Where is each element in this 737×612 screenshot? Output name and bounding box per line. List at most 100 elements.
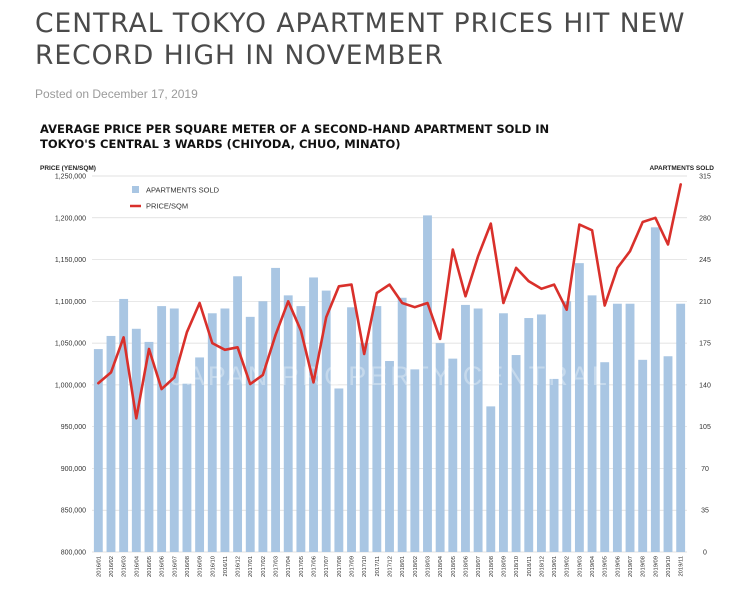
x-tick-label: 2016/10 — [210, 556, 216, 577]
x-tick-label: 2018/07 — [476, 556, 482, 577]
x-tick-label: 2017/01 — [248, 556, 254, 577]
bar — [397, 297, 407, 552]
y2-axis-ticks: 315 280 245 210 175 140 105 70 35 0 — [699, 174, 711, 557]
bar — [321, 290, 331, 552]
y-tick-label: 1,150,000 — [55, 257, 86, 264]
bar — [207, 313, 217, 552]
line-series — [97, 183, 683, 420]
bar — [131, 328, 141, 552]
y-tick-label: 1,250,000 — [55, 174, 86, 181]
x-tick-label: 2017/04 — [286, 555, 292, 577]
x-tick-label: 2019/02 — [565, 556, 571, 577]
x-tick-label: 2019/03 — [577, 556, 583, 577]
x-tick-label: 2018/12 — [539, 556, 545, 577]
x-tick-label: 2017/07 — [324, 556, 330, 577]
y2-tick-label: 35 — [701, 508, 709, 515]
x-tick-label: 2016/01 — [96, 556, 102, 577]
price-line — [97, 183, 683, 420]
y2-tick-label: 315 — [699, 174, 711, 181]
x-tick-label: 2018/09 — [501, 556, 507, 577]
x-tick-label: 2017/06 — [312, 556, 318, 577]
y-tick-label: 850,000 — [61, 508, 86, 515]
x-tick-label: 2017/03 — [274, 556, 280, 577]
bar — [612, 303, 622, 552]
x-tick-label: 2018/06 — [463, 556, 469, 577]
bar — [638, 359, 648, 552]
x-tick-label: 2018/02 — [413, 556, 419, 577]
x-tick-label: 2018/11 — [527, 556, 533, 577]
bar — [461, 304, 470, 552]
x-tick-label: 2017/02 — [261, 556, 267, 577]
y2-axis-title: APARTMENTS SOLD — [649, 165, 714, 172]
x-tick-label: 2016/07 — [172, 556, 178, 577]
x-tick-label: 2018/01 — [400, 556, 406, 577]
x-tick-label: 2019/07 — [628, 556, 634, 577]
bar — [536, 314, 546, 552]
x-tick-label: 2018/04 — [438, 555, 444, 577]
x-tick-label: 2016/04 — [134, 555, 140, 577]
bar — [233, 276, 243, 552]
bar — [562, 301, 572, 552]
bar — [347, 307, 356, 552]
bar — [650, 227, 660, 553]
article-headline: CENTRAL TOKYO APARTMENT PRICES HIT NEW R… — [35, 8, 686, 71]
x-tick-label: 2016/05 — [147, 556, 153, 577]
bar — [663, 356, 673, 552]
bar — [258, 301, 268, 552]
y-tick-label: 800,000 — [61, 550, 86, 557]
x-tick-label: 2018/08 — [489, 556, 495, 577]
bar — [473, 308, 483, 552]
bar — [195, 357, 205, 552]
bar — [106, 335, 116, 552]
bar — [587, 295, 597, 552]
x-tick-label: 2016/03 — [122, 556, 128, 577]
bar — [499, 313, 508, 552]
legend-label-apartments-sold: APARTMENTS SOLD — [146, 186, 220, 195]
y2-tick-label: 245 — [699, 257, 711, 264]
bar — [309, 277, 318, 552]
bar — [423, 215, 432, 552]
x-tick-label: 2019/05 — [603, 556, 609, 577]
bar — [334, 388, 344, 552]
y2-tick-label: 140 — [699, 382, 711, 389]
x-tick-label: 2019/06 — [615, 556, 621, 577]
y-tick-label: 1,200,000 — [55, 215, 86, 222]
bar — [410, 369, 420, 552]
y2-tick-label: 280 — [699, 215, 711, 222]
bar — [549, 378, 559, 552]
x-tick-label: 2017/05 — [299, 556, 305, 577]
y2-tick-label: 105 — [699, 424, 711, 431]
bar — [283, 295, 293, 552]
x-tick-label: 2018/05 — [451, 556, 457, 577]
bar — [93, 349, 103, 552]
bar — [435, 343, 445, 552]
x-tick-label: 2017/10 — [362, 556, 368, 577]
legend: APARTMENTS SOLD PRICE/SQM — [130, 186, 220, 211]
x-tick-label: 2016/08 — [185, 556, 191, 577]
bar — [600, 362, 610, 552]
x-tick-label: 2018/10 — [514, 556, 520, 577]
bar — [157, 306, 167, 552]
bar — [574, 263, 584, 552]
x-tick-label: 2016/11 — [223, 556, 229, 577]
x-tick-label: 2019/01 — [552, 556, 558, 577]
x-axis-ticks: 2016/01 2016/02 2016/03 2016/04 2016/05 2016/… — [96, 555, 684, 577]
x-tick-label: 2017/11 — [375, 556, 381, 577]
x-tick-label: 2019/11 — [679, 556, 685, 577]
y-tick-label: 900,000 — [61, 466, 86, 473]
bar — [486, 406, 496, 552]
x-tick-label: 2016/06 — [160, 556, 166, 577]
x-tick-label: 2018/03 — [425, 556, 431, 577]
chart-title: AVERAGE PRICE PER SQUARE METER OF A SECO… — [40, 122, 550, 151]
y2-tick-label: 0 — [703, 550, 707, 557]
x-tick-label: 2017/12 — [388, 556, 394, 577]
y-tick-label: 1,000,000 — [55, 382, 86, 389]
bar — [385, 361, 394, 552]
bar — [245, 316, 255, 552]
bar — [169, 308, 179, 552]
y-tick-label: 1,100,000 — [55, 299, 86, 306]
x-tick-label: 2019/10 — [666, 556, 672, 577]
legend-label-price: PRICE/SQM — [146, 202, 188, 211]
y2-tick-label: 70 — [701, 466, 709, 473]
bar — [524, 318, 534, 552]
